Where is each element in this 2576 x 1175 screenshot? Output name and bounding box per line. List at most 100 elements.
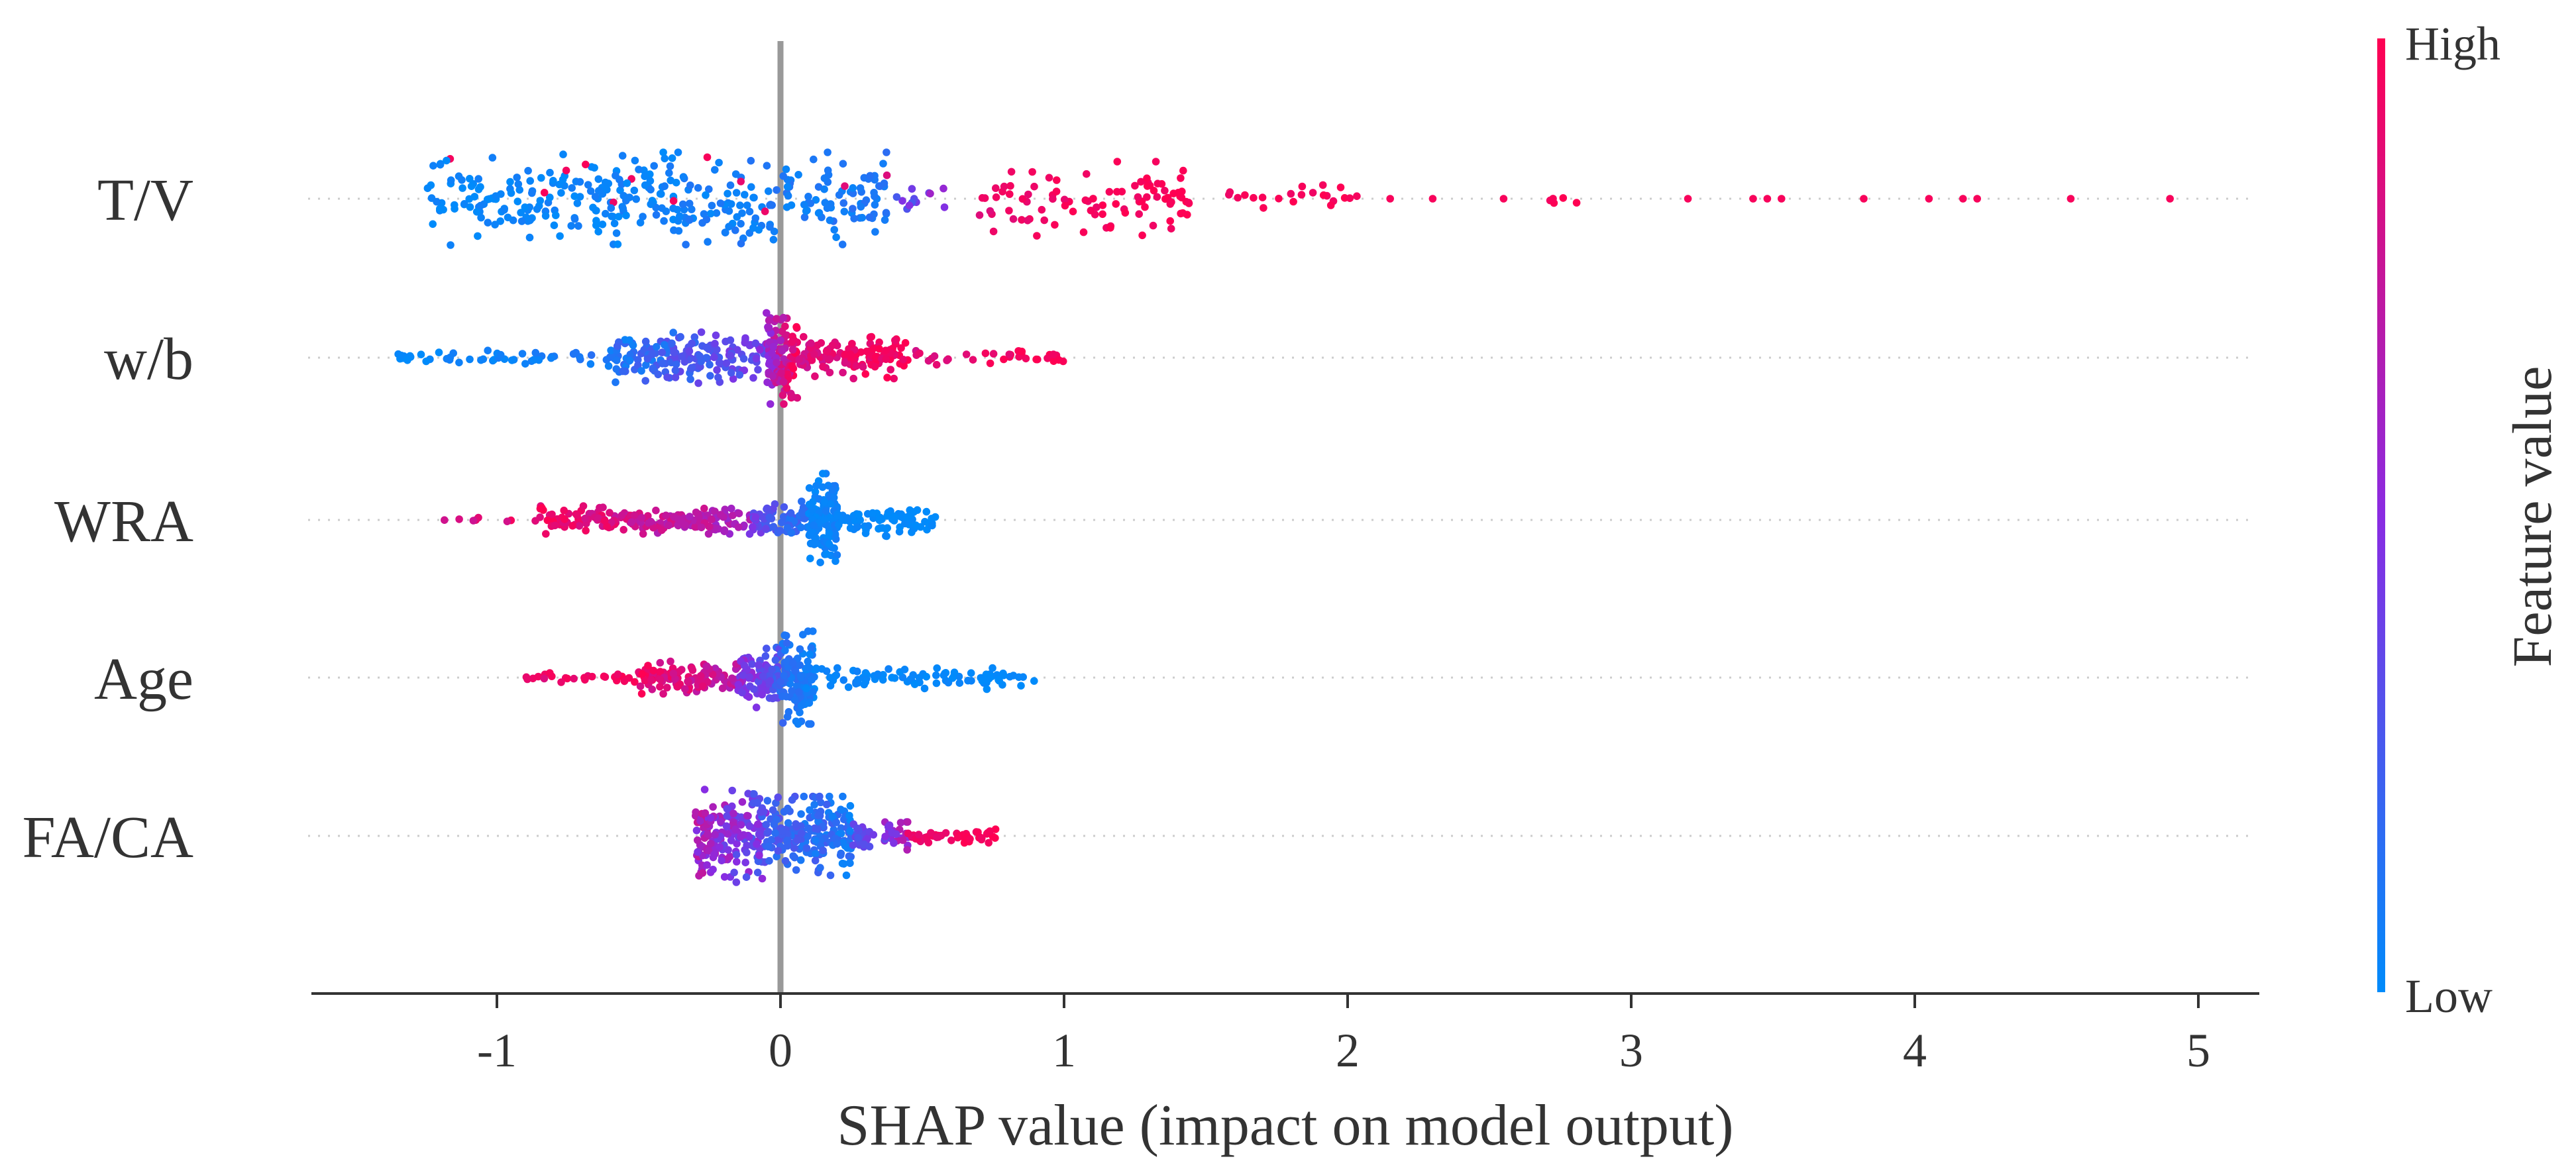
shap-dot bbox=[857, 203, 865, 211]
shap-dot bbox=[603, 185, 611, 194]
shap-dot bbox=[797, 523, 805, 532]
shap-dot bbox=[766, 201, 774, 209]
shap-dot bbox=[823, 800, 831, 809]
shap-dot bbox=[682, 240, 690, 249]
shap-dot bbox=[859, 363, 867, 371]
shap-dot bbox=[916, 349, 924, 358]
shap-dot bbox=[711, 166, 719, 174]
shap-dot bbox=[833, 840, 841, 848]
shap-dot bbox=[588, 163, 596, 171]
shap-dot bbox=[731, 226, 739, 234]
shap-dot bbox=[804, 824, 812, 833]
shap-dot bbox=[761, 652, 770, 660]
shap-dot bbox=[534, 672, 543, 681]
shap-dot bbox=[932, 679, 941, 688]
shap-dot bbox=[875, 525, 883, 533]
shap-dot bbox=[837, 805, 845, 813]
shap-dot bbox=[781, 322, 789, 331]
shap-dot bbox=[776, 527, 784, 535]
shap-dot bbox=[812, 665, 820, 674]
shap-dot bbox=[694, 183, 702, 192]
shap-dot bbox=[517, 209, 525, 217]
feature-label: T/V bbox=[97, 168, 193, 233]
shap-dot bbox=[883, 374, 891, 382]
shap-dot bbox=[1113, 158, 1122, 166]
shap-dot bbox=[788, 795, 796, 804]
shap-dot bbox=[783, 713, 792, 721]
shap-dot bbox=[2066, 195, 2075, 203]
shap-dot bbox=[964, 676, 972, 685]
shap-dot bbox=[927, 829, 935, 837]
shap-dot bbox=[782, 639, 791, 647]
shap-dot bbox=[1143, 174, 1151, 183]
shap-dot bbox=[841, 350, 849, 358]
shap-dot bbox=[747, 156, 755, 165]
shap-dot bbox=[834, 512, 843, 520]
shap-dot bbox=[672, 178, 680, 187]
shap-dot bbox=[643, 354, 652, 363]
shap-dot bbox=[397, 351, 405, 360]
shap-dot bbox=[694, 379, 702, 387]
feature-dots-4 bbox=[692, 786, 1000, 886]
shap-dot bbox=[1297, 191, 1306, 199]
shap-dot bbox=[928, 521, 936, 530]
shap-dot bbox=[978, 194, 987, 202]
shap-dot bbox=[612, 378, 619, 386]
shap-dot bbox=[685, 347, 694, 355]
shap-dot bbox=[1134, 193, 1142, 201]
shap-dot bbox=[754, 820, 762, 829]
shap-dot bbox=[1061, 201, 1069, 210]
shap-dot bbox=[1572, 199, 1581, 207]
shap-dot bbox=[652, 211, 661, 219]
shap-dot bbox=[908, 185, 916, 193]
shap-dot bbox=[904, 818, 912, 826]
shap-dot bbox=[750, 790, 758, 798]
shap-dot bbox=[730, 868, 738, 877]
shap-dot bbox=[734, 681, 743, 689]
shap-dot bbox=[783, 837, 791, 844]
shap-dot bbox=[769, 372, 777, 380]
shap-dot bbox=[563, 674, 571, 683]
shap-dot bbox=[767, 836, 776, 844]
shap-dot bbox=[930, 352, 939, 360]
shap-dot bbox=[798, 497, 806, 505]
shap-dot bbox=[737, 220, 745, 228]
shap-dot bbox=[751, 513, 760, 521]
shap-dot bbox=[656, 683, 664, 691]
shap-dot bbox=[1007, 168, 1016, 176]
shap-dot bbox=[647, 185, 655, 194]
shap-dot bbox=[765, 187, 773, 195]
shap-dot bbox=[800, 201, 808, 209]
shap-dot bbox=[741, 338, 749, 347]
shap-dot bbox=[551, 521, 559, 530]
shap-dot bbox=[614, 670, 622, 678]
shap-dot bbox=[670, 348, 678, 356]
shap-dot bbox=[853, 523, 861, 531]
shap-dot bbox=[826, 355, 834, 363]
shap-dot bbox=[636, 219, 645, 227]
shap-dot bbox=[602, 356, 611, 364]
shap-dot bbox=[802, 844, 811, 852]
shap-dot bbox=[465, 195, 473, 203]
shap-dot bbox=[641, 377, 649, 385]
shap-dot bbox=[811, 856, 820, 865]
shap-dot bbox=[806, 650, 814, 658]
shap-dot bbox=[705, 185, 713, 193]
shap-dot bbox=[1179, 166, 1187, 175]
shap-dot bbox=[838, 240, 847, 248]
feature-dots-3 bbox=[522, 627, 1038, 728]
shap-dot bbox=[506, 178, 514, 186]
shap-dot bbox=[552, 211, 560, 219]
shap-dot bbox=[774, 846, 782, 855]
shap-dot bbox=[839, 160, 847, 168]
shap-dot bbox=[669, 670, 678, 678]
shap-dot bbox=[636, 682, 645, 690]
shap-dot bbox=[642, 361, 650, 369]
shap-dot bbox=[524, 166, 532, 175]
shap-dot bbox=[762, 525, 770, 533]
shap-dot bbox=[1137, 178, 1145, 186]
shap-dot bbox=[831, 531, 839, 539]
shap-dot bbox=[780, 631, 788, 639]
shap-dot bbox=[845, 811, 853, 820]
shap-dot bbox=[614, 240, 622, 248]
